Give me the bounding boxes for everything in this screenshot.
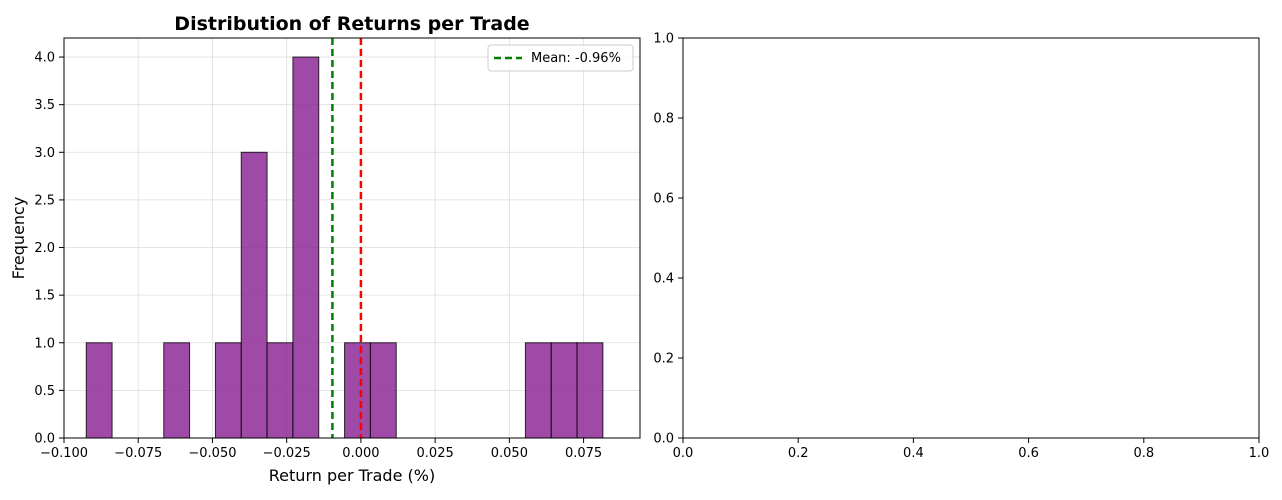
y-axis-ticks: 0.0 0.2 0.4 0.6 0.8 1.0 bbox=[653, 32, 683, 447]
y-tick-label: 0.0 bbox=[34, 432, 55, 447]
x-tick-label: 1.0 bbox=[1249, 446, 1270, 461]
legend-mean-label: Mean: -0.96% bbox=[531, 51, 621, 66]
x-axis-ticks: 0.0 0.2 0.4 0.6 0.8 1.0 bbox=[673, 438, 1270, 461]
histogram-bar bbox=[292, 56, 320, 439]
reference-lines bbox=[331, 38, 363, 438]
y-tick-label: 4.0 bbox=[34, 51, 55, 66]
y-axis-label: Frequency bbox=[9, 197, 28, 280]
histogram-bar bbox=[266, 342, 294, 439]
histogram-bar bbox=[240, 151, 268, 439]
y-tick-label: 1.5 bbox=[34, 289, 55, 304]
y-tick-label: 0.5 bbox=[34, 384, 55, 399]
x-tick-label: 0.0 bbox=[673, 446, 694, 461]
x-tick-label: 0.6 bbox=[1018, 446, 1039, 461]
y-tick-label: 3.5 bbox=[34, 98, 55, 113]
x-axis-label: Return per Trade (%) bbox=[269, 466, 435, 485]
plot-frame bbox=[682, 37, 1260, 439]
x-tick-label: 0.2 bbox=[788, 446, 809, 461]
y-axis-ticks: 0.0 0.5 1.0 1.5 2.0 2.5 3.0 3.5 4.0 bbox=[34, 51, 64, 447]
y-tick-label: 0.6 bbox=[653, 192, 674, 207]
x-tick-label: 0.075 bbox=[565, 446, 602, 461]
bars bbox=[85, 56, 604, 439]
histogram-bar bbox=[163, 342, 191, 439]
plot-frame bbox=[63, 37, 641, 439]
y-tick-label: 1.0 bbox=[653, 32, 674, 47]
x-tick-label: 0.050 bbox=[491, 446, 528, 461]
y-tick-label: 0.0 bbox=[653, 432, 674, 447]
histogram-bar bbox=[550, 342, 578, 439]
y-tick-label: 3.0 bbox=[34, 146, 55, 161]
histogram-bar bbox=[344, 342, 371, 439]
x-axis-ticks: −0.100 −0.075 −0.050 −0.025 0.000 0.025 0.050 0… bbox=[40, 438, 602, 461]
histogram-bar bbox=[85, 342, 113, 439]
x-tick-label: −0.025 bbox=[263, 446, 311, 461]
y-tick-label: 0.4 bbox=[653, 272, 674, 287]
chart-title: Distribution of Returns per Trade bbox=[174, 13, 529, 35]
y-tick-label: 2.5 bbox=[34, 193, 55, 208]
histogram-bar bbox=[576, 342, 604, 439]
y-tick-label: 0.2 bbox=[653, 352, 674, 367]
histogram-bar bbox=[214, 342, 242, 439]
histogram-panel: Distribution of Returns per Trade −0.100… bbox=[9, 13, 641, 485]
legend-box bbox=[487, 44, 634, 72]
x-tick-label: 0.025 bbox=[417, 446, 454, 461]
legend: Mean: -0.96% bbox=[487, 44, 634, 72]
empty-panel: 0.0 0.2 0.4 0.6 0.8 1.0 0.0 0.2 0.4 0.6 0.8 1.0 bbox=[653, 32, 1269, 462]
grid bbox=[63, 38, 640, 439]
histogram-bar bbox=[369, 342, 397, 439]
x-tick-label: −0.050 bbox=[188, 446, 236, 461]
x-tick-label: 0.4 bbox=[903, 446, 924, 461]
x-tick-label: 0.000 bbox=[342, 446, 379, 461]
y-tick-label: 0.8 bbox=[653, 112, 674, 127]
histogram-bar bbox=[524, 342, 552, 439]
x-tick-label: −0.075 bbox=[114, 446, 162, 461]
y-tick-label: 1.0 bbox=[34, 336, 55, 351]
x-tick-label: −0.100 bbox=[40, 446, 88, 461]
x-tick-label: 0.8 bbox=[1133, 446, 1154, 461]
y-tick-label: 2.0 bbox=[34, 241, 55, 256]
